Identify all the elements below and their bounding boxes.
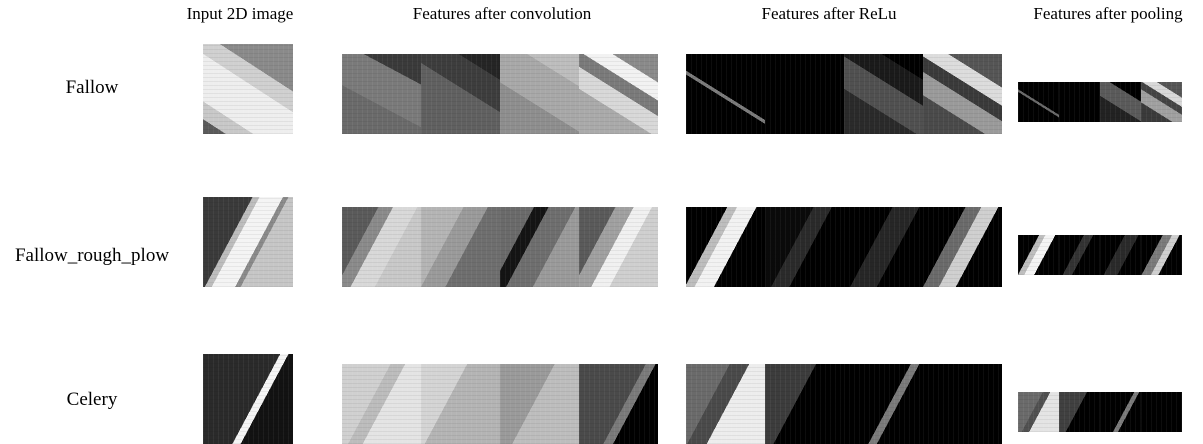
pooling-feature-map (1059, 235, 1100, 275)
convolution-feature-map (421, 54, 500, 134)
column-header-relu: Features after ReLu (761, 4, 897, 23)
input-image (203, 354, 293, 444)
convolution-feature-map (500, 54, 579, 134)
relu-feature-map (844, 207, 923, 287)
pooling-feature-map (1059, 392, 1100, 432)
pooling-feature-map (1018, 82, 1059, 122)
relu-strip (686, 364, 1002, 444)
convolution-feature-map (342, 207, 421, 287)
pooling-feature-map (1141, 235, 1182, 275)
convolution-feature-map (342, 364, 421, 444)
pooling-strip (1018, 82, 1182, 122)
relu-feature-map (844, 54, 923, 134)
input-image (203, 197, 293, 287)
relu-feature-map (844, 364, 923, 444)
pooling-strip (1018, 392, 1182, 432)
convolution-feature-map (500, 207, 579, 287)
relu-feature-map (686, 364, 765, 444)
relu-feature-map (765, 54, 844, 134)
convolution-feature-map (500, 364, 579, 444)
column-header-pooling: Features after pooling (1033, 4, 1183, 23)
convolution-feature-map (579, 207, 658, 287)
relu-feature-map (686, 207, 765, 287)
convolution-feature-map (579, 54, 658, 134)
relu-strip (686, 54, 1002, 134)
pooling-feature-map (1100, 82, 1141, 122)
row-label: Fallow (65, 77, 119, 98)
pooling-feature-map (1018, 235, 1059, 275)
pooling-feature-map (1059, 82, 1100, 122)
relu-feature-map (923, 207, 1002, 287)
relu-feature-map (765, 207, 844, 287)
convolution-strip (342, 54, 658, 134)
relu-strip (686, 207, 1002, 287)
row-label: Celery (66, 389, 118, 410)
pooling-feature-map (1100, 235, 1141, 275)
row-label: Fallow_rough_plow (14, 245, 170, 266)
convolution-feature-map (421, 364, 500, 444)
relu-feature-map (923, 364, 1002, 444)
pooling-strip (1018, 235, 1182, 275)
relu-feature-map (765, 364, 844, 444)
relu-feature-map (923, 54, 1002, 134)
pooling-feature-map (1100, 392, 1141, 432)
pooling-feature-map (1141, 392, 1182, 432)
convolution-strip (342, 207, 658, 287)
pooling-feature-map (1141, 82, 1182, 122)
column-header-convolution: Features after convolution (412, 4, 592, 23)
convolution-feature-map (342, 54, 421, 134)
convolution-strip (342, 364, 658, 444)
convolution-feature-map (421, 207, 500, 287)
input-image (203, 44, 293, 134)
relu-feature-map (686, 54, 765, 134)
pooling-feature-map (1018, 392, 1059, 432)
convolution-feature-map (579, 364, 658, 444)
column-header-input: Input 2D image (186, 4, 294, 23)
